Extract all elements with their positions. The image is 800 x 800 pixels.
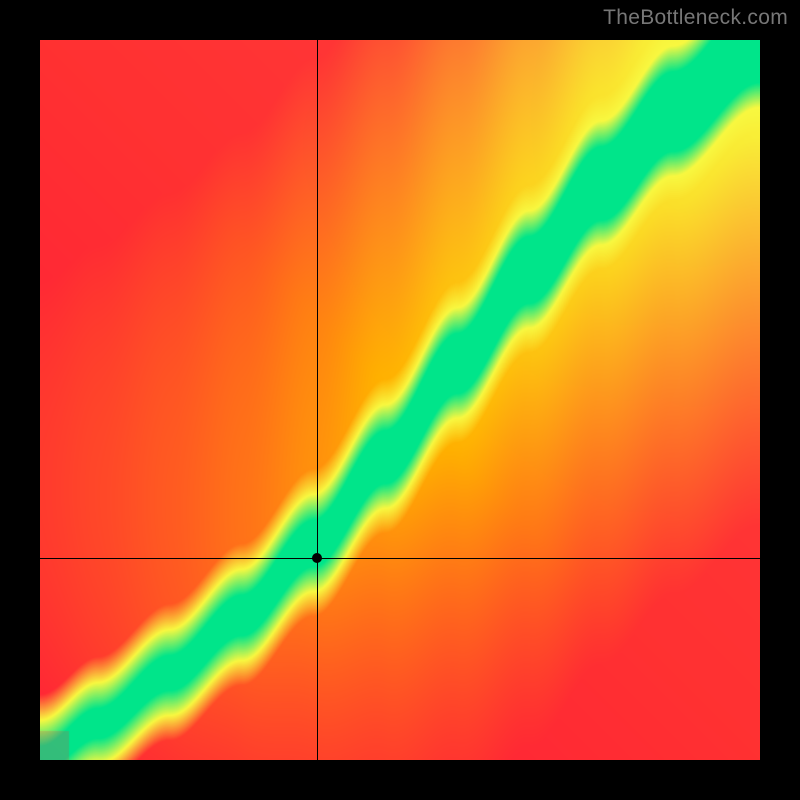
marker-dot (312, 553, 322, 563)
watermark-text: TheBottleneck.com (603, 6, 788, 30)
crosshair-horizontal (40, 558, 760, 559)
heatmap-canvas (40, 40, 760, 760)
chart-container: TheBottleneck.com (0, 0, 800, 800)
crosshair-vertical (317, 40, 318, 760)
plot-area (40, 40, 760, 760)
